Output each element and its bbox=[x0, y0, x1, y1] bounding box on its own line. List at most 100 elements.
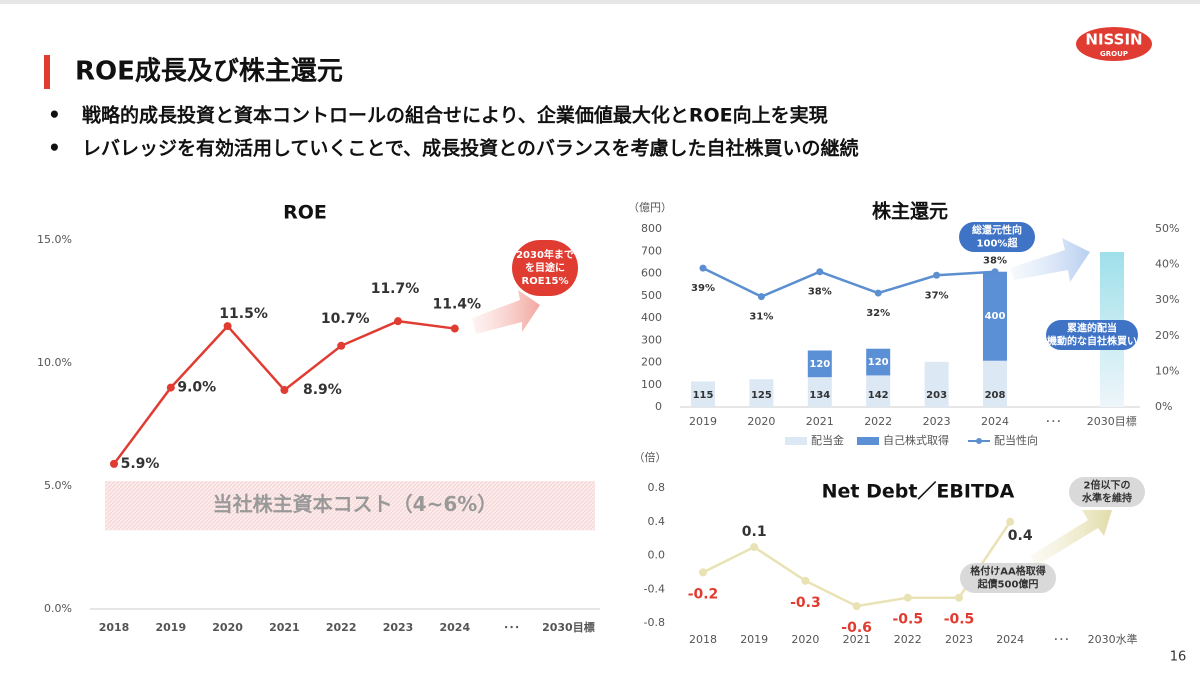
x-tick-label: 2023 bbox=[923, 415, 951, 428]
x-tick-label: ･･･ bbox=[1053, 633, 1070, 646]
data-point bbox=[955, 593, 963, 602]
annotation-bubble bbox=[1046, 320, 1138, 350]
data-point bbox=[933, 271, 941, 279]
annotation-text: ROE15% bbox=[522, 276, 569, 287]
x-tick-label: 2018 bbox=[689, 633, 717, 646]
data-point bbox=[750, 543, 759, 552]
data-point bbox=[852, 602, 861, 611]
y2-tick-label: 30% bbox=[1155, 293, 1179, 306]
data-point bbox=[757, 293, 765, 301]
bar-segment bbox=[924, 361, 949, 407]
series-line bbox=[702, 267, 996, 299]
data-label: 10.7% bbox=[321, 311, 370, 327]
data-label: -0.3 bbox=[790, 595, 821, 611]
slide-title: ROE成長及び株主還元 bbox=[75, 57, 343, 87]
x-tick-label: 2022 bbox=[894, 633, 922, 646]
data-point bbox=[223, 322, 232, 331]
data-point bbox=[816, 268, 824, 276]
annotation-text: 総還元性向 bbox=[972, 224, 1022, 237]
bar-segment bbox=[983, 360, 1007, 407]
annotation-text: 累進的配当 bbox=[1067, 322, 1117, 335]
data-label: 37% bbox=[925, 290, 949, 301]
data-label: 39% bbox=[691, 283, 715, 294]
bullet: • bbox=[48, 136, 61, 160]
data-label: 5.9% bbox=[121, 456, 160, 472]
y-tick-label: 10.0% bbox=[37, 356, 72, 369]
data-label: -0.2 bbox=[688, 586, 719, 602]
annotation-bubble bbox=[960, 563, 1056, 593]
annotation-text: 100%超 bbox=[977, 237, 1019, 250]
x-tick-label: 2021 bbox=[843, 633, 871, 646]
data-point bbox=[1006, 517, 1015, 526]
logo-sub: GROUP bbox=[1100, 50, 1128, 58]
x-tick-label: 2024 bbox=[981, 415, 1009, 428]
data-label: 125 bbox=[751, 390, 772, 401]
x-tick-label: 2022 bbox=[864, 415, 892, 428]
y-tick-label: 0 bbox=[655, 400, 662, 413]
data-label: 0.4 bbox=[1008, 528, 1033, 544]
bar-segment bbox=[749, 379, 774, 407]
x-tick-label: 2030水準 bbox=[1088, 632, 1138, 646]
arrow bbox=[1030, 510, 1112, 566]
data-label: 115 bbox=[693, 390, 714, 401]
annotation-bubble bbox=[959, 222, 1035, 252]
data-label: -0.5 bbox=[944, 612, 975, 628]
x-tick-label: 2020 bbox=[791, 633, 819, 646]
annotation-text: を目途に bbox=[525, 261, 565, 274]
title-bar bbox=[44, 55, 50, 89]
legend-label: 配当性向 bbox=[994, 433, 1038, 447]
data-point bbox=[337, 341, 346, 350]
x-tick-label: 2022 bbox=[326, 621, 357, 634]
x-tick-label: 2021 bbox=[806, 415, 834, 428]
data-point bbox=[450, 324, 459, 333]
data-point bbox=[874, 289, 882, 297]
legend-label: 自己株式取得 bbox=[883, 433, 949, 447]
data-point bbox=[166, 383, 175, 392]
y-tick-label: 500 bbox=[641, 289, 662, 302]
data-label: 120 bbox=[868, 357, 889, 368]
y-unit: （億円） bbox=[628, 201, 672, 214]
y-tick-label: 800 bbox=[641, 222, 662, 235]
y-tick-label: 0.4 bbox=[648, 515, 666, 528]
arrow bbox=[472, 290, 540, 334]
data-point bbox=[903, 593, 912, 602]
page-number: 16 bbox=[1170, 650, 1187, 665]
chart-title: Net Debt／EBITDA bbox=[822, 480, 1015, 503]
data-label: -0.6 bbox=[841, 620, 872, 636]
annotation-text: 2030年まで bbox=[516, 248, 574, 261]
y-tick-label: 0.0% bbox=[44, 602, 72, 615]
y-tick-label: 600 bbox=[641, 267, 662, 280]
y2-tick-label: 0% bbox=[1155, 400, 1172, 413]
data-label: 38% bbox=[983, 256, 1007, 267]
cost-band bbox=[105, 481, 595, 531]
data-label: 31% bbox=[749, 312, 773, 323]
annotation-bubble bbox=[1069, 477, 1145, 507]
x-tick-label: 2021 bbox=[269, 621, 300, 634]
bar-segment bbox=[983, 271, 1007, 361]
legend-swatch bbox=[976, 438, 982, 444]
y2-tick-label: 20% bbox=[1155, 329, 1179, 342]
y-tick-label: 200 bbox=[641, 356, 662, 369]
data-point bbox=[699, 568, 707, 577]
data-point bbox=[801, 576, 810, 585]
bar-segment bbox=[807, 377, 832, 407]
data-label: 32% bbox=[866, 308, 890, 319]
annotation-text: 機動的な自社株買い bbox=[1047, 335, 1137, 348]
data-label: -0.5 bbox=[892, 612, 923, 628]
data-label: 8.9% bbox=[303, 382, 342, 398]
x-tick-label: 2023 bbox=[945, 633, 973, 646]
data-label: 134 bbox=[809, 390, 830, 401]
data-label: 38% bbox=[808, 287, 832, 298]
arrow bbox=[1010, 238, 1090, 282]
x-tick-label: 2024 bbox=[439, 621, 470, 634]
y-tick-label: 400 bbox=[641, 311, 662, 324]
top-border bbox=[0, 0, 1200, 4]
data-label: 11.7% bbox=[371, 281, 420, 297]
data-label: 142 bbox=[868, 390, 889, 401]
x-tick-label: 2024 bbox=[996, 633, 1024, 646]
logo-badge bbox=[1076, 27, 1152, 61]
y-tick-label: -0.8 bbox=[644, 616, 665, 629]
data-label: 9.0% bbox=[177, 380, 216, 396]
y2-tick-label: 40% bbox=[1155, 258, 1179, 271]
